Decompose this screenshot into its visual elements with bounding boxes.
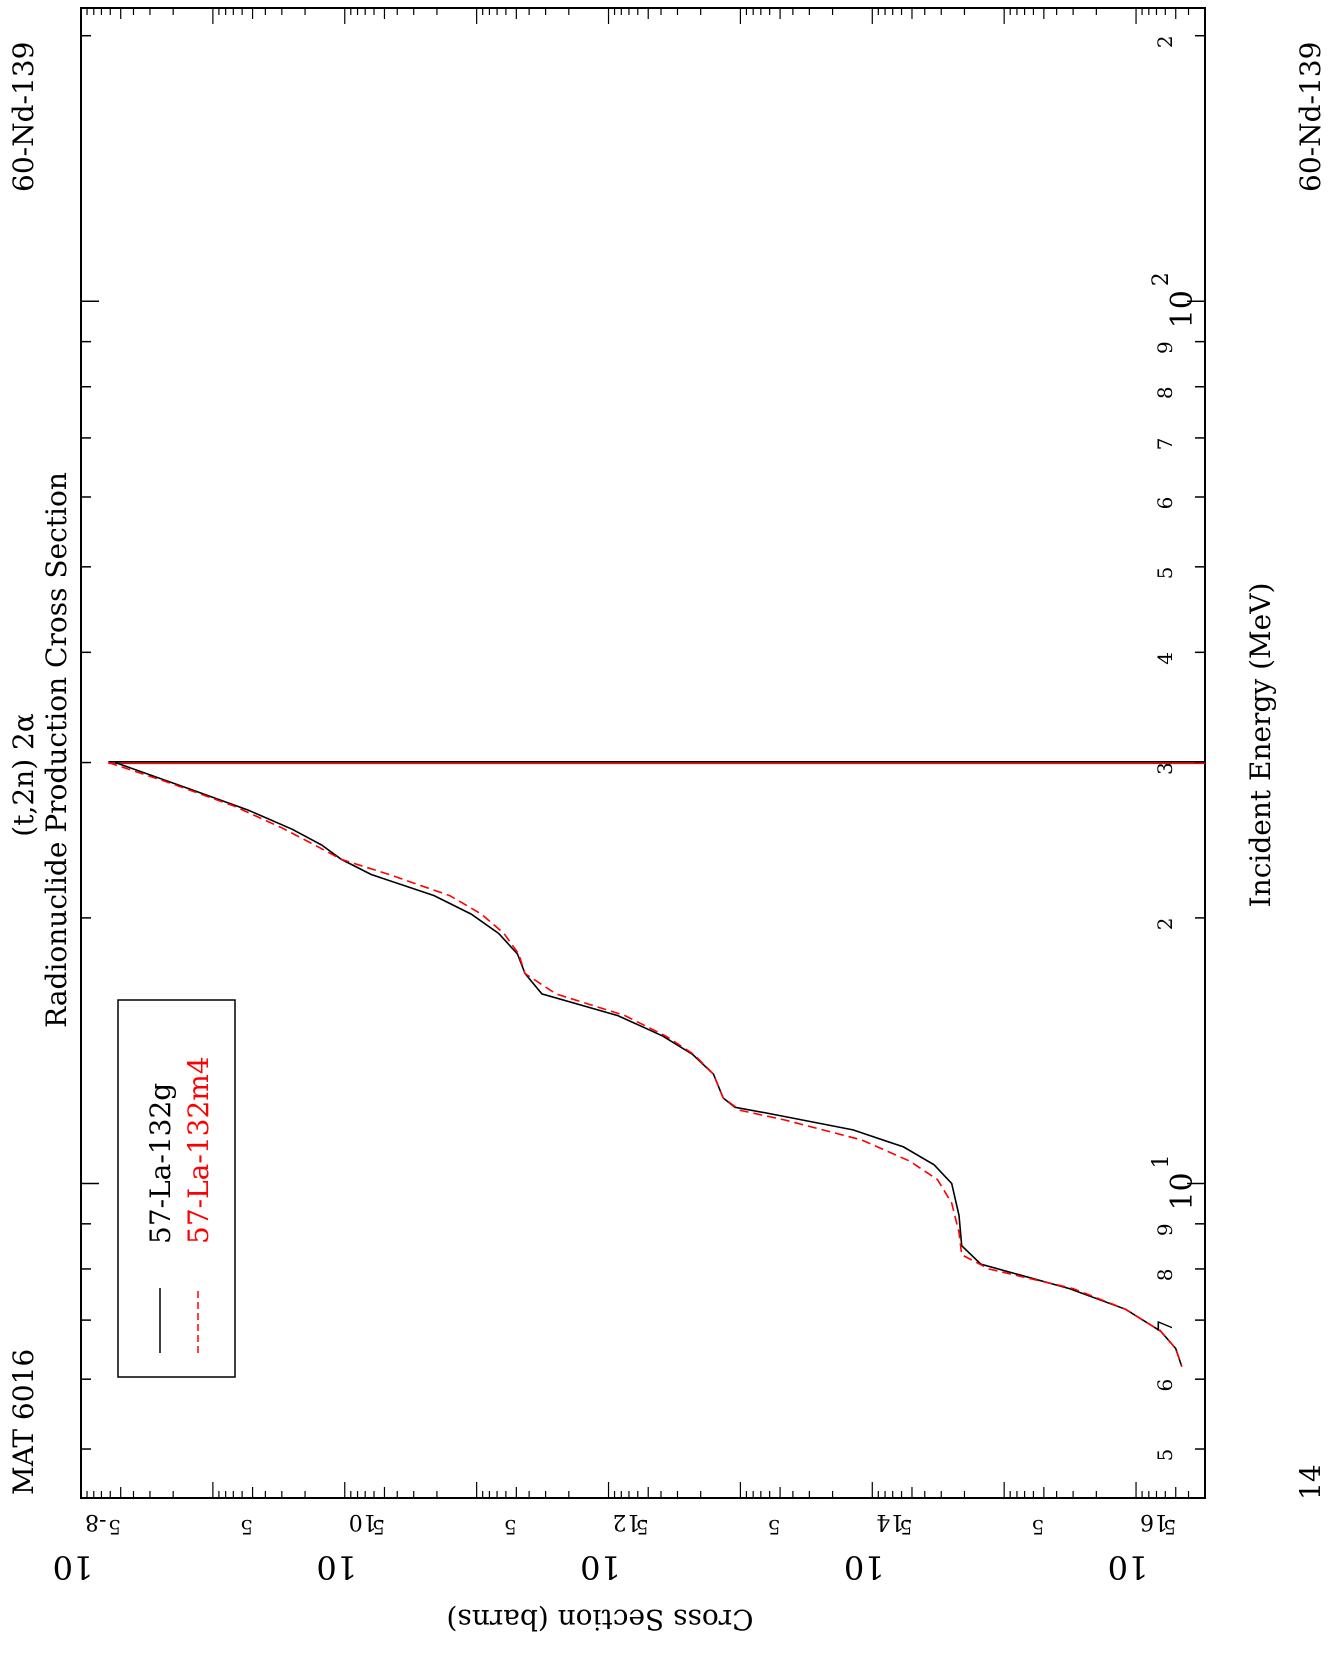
x-tick-exponent: 2 [1149,272,1174,286]
legend-label-la132g: 57-La-132g [144,1083,177,1244]
x-tick-label: 5 [1153,1449,1177,1462]
x-tick-exponent: 1 [1149,1154,1174,1168]
x-tick-label: 8 [1153,386,1177,399]
y-tick-label-five: 5 [504,1515,517,1539]
y-tick-exponent: -14 [876,1509,911,1534]
series-layer [108,760,1205,1367]
y-tick-label-five: 5 [900,1515,913,1539]
y-tick-exponent: -8 [85,1509,106,1534]
material-label: MAT 6016 [7,1349,40,1495]
x-tick-label: 6 [1153,1379,1177,1392]
y-tick-label-five: 5 [768,1515,781,1539]
y-tick-label-major: 10 [580,1548,621,1586]
x-axis-label: Incident Energy (MeV) [1244,583,1277,908]
y-tick-label-major: 10 [53,1548,94,1586]
chart-title-main: Radionuclide Production Cross Section [40,472,73,1028]
target-label-right: 60-Nd-139 [1294,42,1327,192]
legend-label-la132m4: 57-La-132m4 [182,1056,215,1244]
y-tick-exponent: -12 [613,1509,648,1534]
y-tick-label-five: 5 [240,1515,253,1539]
legend: 57-La-132g 57-La-132m4 [117,999,236,1378]
legend-box [117,999,236,1378]
x-tick-label: 8 [1153,1269,1177,1282]
chart-title-reaction: (t,2n) 2α [7,713,40,837]
x-tick-label: 9 [1153,341,1177,354]
y-tick-label-major: 10 [316,1548,357,1586]
series-la132g-line [114,761,1183,1367]
projectile-z-label: 14 [1294,1464,1327,1500]
plot-frame [80,7,1206,1499]
x-tick-label: 4 [1153,652,1177,665]
y-tick-label-five: 5 [372,1515,385,1539]
y-axis-label: Cross Section (barns) [447,1603,754,1636]
x-tick-label: 2 [1153,35,1177,48]
x-tick-label: 3 [1153,762,1177,775]
x-tick-label: 6 [1153,497,1177,510]
target-label-top: 60-Nd-139 [7,42,40,192]
y-axis-ticks: 5 5 5 5 5 5 5 5 5 10 -8 10 -10 10 -12 10 -14 10 -16 [53,8,1206,1586]
y-tick-exponent: -10 [349,1509,384,1534]
y-tick-label-major: 10 [844,1548,885,1586]
x-tick-label-major: 10 [1165,1172,1200,1210]
x-tick-label-major: 10 [1165,290,1200,328]
y-tick-exponent: -16 [1140,1509,1175,1534]
x-tick-label: 7 [1153,1320,1177,1333]
x-tick-label: 9 [1153,1223,1177,1236]
x-tick-label: 2 [1153,918,1177,931]
y-tick-label-major: 10 [1108,1548,1149,1586]
y-tick-label-five: 5 [108,1515,121,1539]
x-tick-label: 7 [1153,438,1177,451]
y-tick-label-five: 5 [636,1515,649,1539]
y-tick-label-five: 5 [1031,1515,1044,1539]
x-tick-label: 5 [1153,566,1177,579]
y-tick-label-five: 5 [1163,1515,1176,1539]
